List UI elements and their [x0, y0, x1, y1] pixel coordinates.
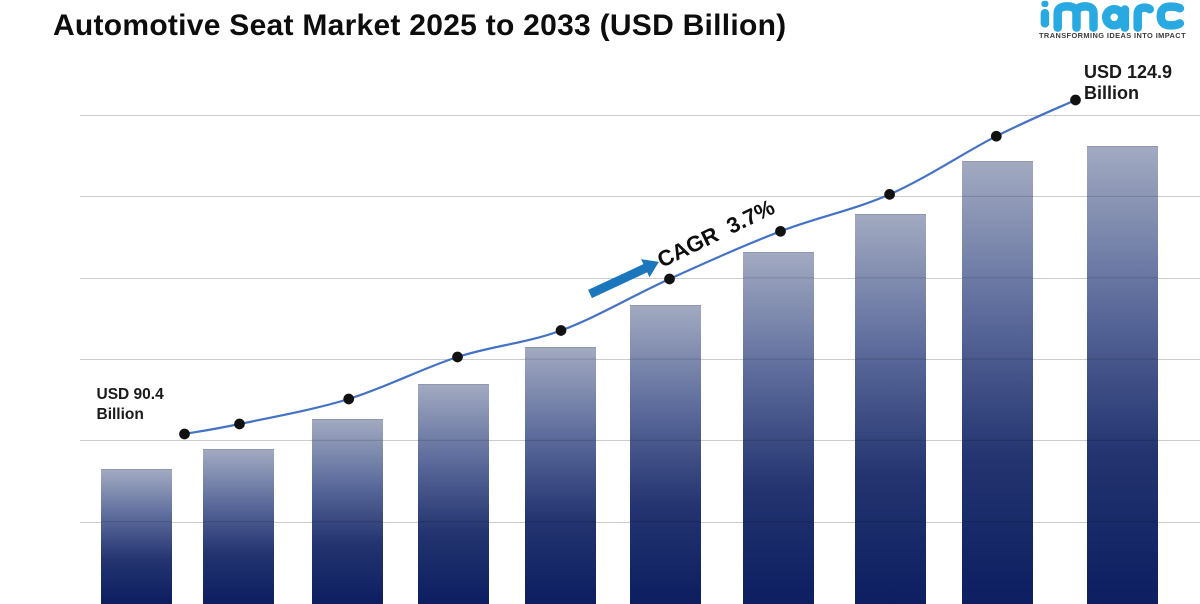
svg-text:CAGR 3.7%: CAGR 3.7%: [653, 194, 778, 272]
